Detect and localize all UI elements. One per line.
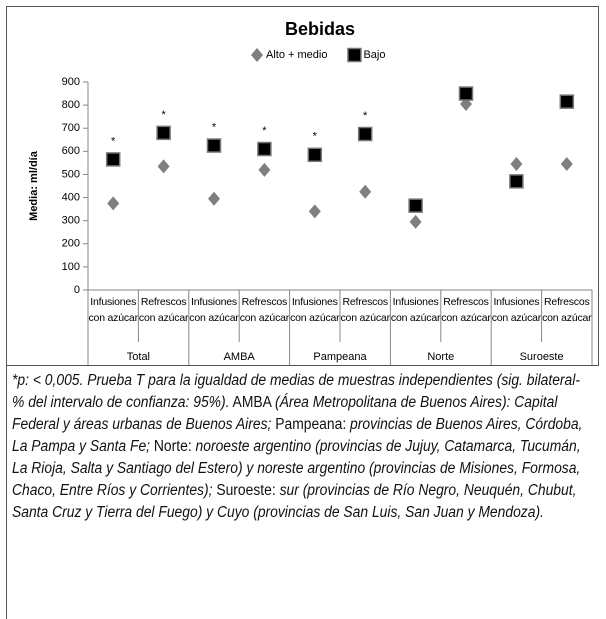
- footnote-text: Pampeana:: [271, 416, 351, 433]
- y-tick-label: 400: [62, 191, 80, 203]
- x-tick-label: Infusiones con azúcar: [390, 296, 441, 324]
- data-point: [208, 191, 220, 206]
- y-tick-label: 0: [74, 284, 80, 296]
- group-label: Total: [127, 351, 150, 363]
- legend-label: Bajo: [363, 49, 385, 61]
- data-point: [308, 204, 321, 219]
- x-tick-label: Refrescos con azúcar: [542, 296, 592, 324]
- chart-title: Bebidas: [285, 19, 355, 39]
- data-point: [257, 141, 272, 157]
- footnote-text: (Área Metropolitana de Buenos Aires): Ca…: [12, 394, 558, 433]
- footnote-text: Suroeste:: [212, 482, 280, 499]
- data-point: [509, 174, 524, 189]
- data-point: [510, 157, 523, 172]
- data-point: [357, 126, 373, 142]
- data-point: [307, 147, 323, 163]
- group-label: Pampeana: [313, 351, 367, 363]
- x-tick-label: Refrescos con azúcar: [340, 296, 391, 324]
- x-tick-label: Refrescos con azúcar: [441, 296, 491, 324]
- chart-border: [6, 6, 599, 366]
- footnote-text: provincias de Buenos Aires, Córdoba, La …: [12, 416, 583, 455]
- legend-marker: [347, 47, 362, 63]
- legend-label: Alto + medio: [266, 49, 327, 61]
- legend-marker: [251, 48, 263, 62]
- significance-mark: *: [363, 110, 368, 122]
- footnote-text: AMBA: [229, 394, 275, 411]
- group-label: Norte: [427, 351, 454, 363]
- data-point: [105, 152, 121, 167]
- significance-mark: *: [161, 109, 166, 121]
- data-point: [157, 159, 170, 174]
- data-point: [359, 184, 372, 199]
- significance-mark: *: [262, 125, 267, 137]
- data-point: [408, 198, 423, 213]
- x-tick-label: Infusiones con azúcar: [491, 296, 542, 324]
- footnote: *p: < 0,005. Prueba T para la igualdad d…: [12, 370, 585, 524]
- group-label: Suroeste: [520, 351, 564, 363]
- y-tick-label: 100: [62, 261, 80, 273]
- data-point: [458, 86, 474, 101]
- y-tick-label: 200: [62, 238, 80, 250]
- data-point: [206, 138, 222, 153]
- y-tick-label: 800: [62, 99, 80, 111]
- x-tick-label: Refrescos con azúcar: [138, 296, 189, 324]
- footnote-text: noroeste argentino (provincias de Jujuy,…: [12, 438, 581, 499]
- significance-mark: *: [111, 135, 116, 147]
- group-label: AMBA: [224, 351, 256, 363]
- data-point: [258, 162, 271, 177]
- y-tick-label: 700: [62, 122, 80, 134]
- significance-mark: *: [313, 131, 318, 143]
- x-tick-label: Infusiones con azúcar: [189, 296, 239, 324]
- data-point: [559, 94, 575, 109]
- y-axis-label: Media: ml/día: [28, 150, 40, 221]
- data-point: [409, 214, 422, 229]
- y-tick-label: 900: [62, 76, 80, 88]
- footnote-text: Norte:: [150, 438, 196, 455]
- x-tick-label: Infusiones con azúcar: [290, 296, 340, 324]
- y-tick-label: 600: [62, 145, 80, 157]
- data-point: [560, 157, 573, 172]
- x-tick-label: Infusiones con azúcar: [88, 296, 139, 324]
- significance-mark: *: [212, 121, 217, 133]
- y-tick-label: 300: [62, 215, 80, 227]
- footnote-text: sur (provincias de Río Negro, Neuquén, C…: [12, 482, 577, 521]
- y-tick-label: 500: [62, 168, 80, 180]
- data-point: [107, 196, 120, 211]
- data-point: [156, 125, 171, 141]
- footnote-text: *p: < 0,005. Prueba T para la igualdad d…: [12, 372, 580, 411]
- x-tick-label: Refrescos con azúcar: [239, 296, 290, 324]
